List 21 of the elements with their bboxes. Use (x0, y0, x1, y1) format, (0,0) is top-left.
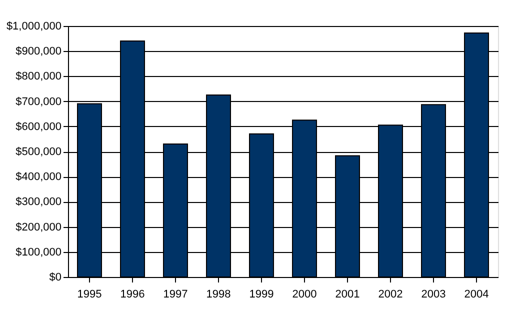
x-tick-label: 2002 (378, 288, 403, 300)
x-tick-label: 2004 (464, 288, 489, 300)
y-tick-label: $900,000 (16, 46, 62, 58)
y-tick-label: $700,000 (16, 96, 62, 108)
y-tick-label: $500,000 (16, 146, 62, 158)
x-tick-label: 1999 (249, 288, 274, 300)
x-tick-label: 1998 (206, 288, 231, 300)
x-tick-label: 1996 (120, 288, 145, 300)
y-tick-label: $100,000 (16, 246, 62, 258)
y-tick-label: $600,000 (16, 120, 62, 133)
x-tick-label: 2001 (335, 288, 360, 300)
x-tick-label: 2003 (421, 288, 446, 300)
y-tick-label: $800,000 (16, 70, 62, 83)
x-tick-label: 1995 (77, 288, 102, 300)
y-tick-label: $1,000,000 (6, 20, 62, 32)
x-tick-label: 2000 (292, 288, 317, 300)
y-tick-label: $0 (49, 272, 62, 284)
y-tick-label: $400,000 (16, 171, 62, 184)
y-tick-label: $300,000 (16, 196, 62, 208)
x-tick-label: 1997 (163, 288, 188, 300)
y-tick-label: $200,000 (16, 221, 62, 234)
